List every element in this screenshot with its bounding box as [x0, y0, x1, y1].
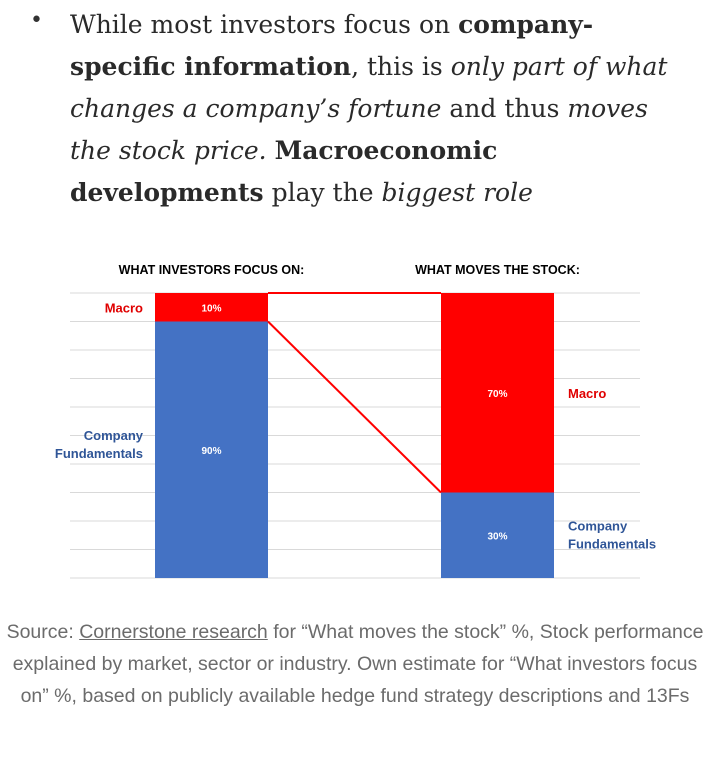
- bar-macro-0: [155, 293, 268, 322]
- bullet-segment-4: and thus: [441, 94, 568, 123]
- caption-prefix: Source:: [6, 621, 80, 643]
- left-label-company: Company Fundamentals: [55, 428, 144, 461]
- bullet-segment-0: While most investors focus on: [70, 10, 459, 39]
- bullet-segment-7: Macroeconomic developments: [70, 136, 498, 207]
- bullet-segment-9: biggest role: [381, 178, 533, 207]
- right-label-company: Company Fundamentals: [568, 518, 656, 551]
- caption-rest: for “What moves the stock” %, Stock perf…: [12, 621, 704, 707]
- bullet-segment-6: [267, 136, 275, 165]
- bar-company-0: [155, 321, 268, 578]
- bar-macro-1: [441, 293, 554, 493]
- bullet-segment-2: , this is: [351, 52, 451, 81]
- data-label-company: 30%: [487, 531, 507, 542]
- bullet-segment-5: moves the stock price.: [70, 94, 648, 165]
- connector-split: [267, 320, 442, 494]
- bullet-segment-3: only part of what changes a company’s fo…: [70, 52, 668, 123]
- category-label: WHAT MOVES THE STOCK:: [415, 263, 580, 277]
- bullet-segment-1: company-specific information: [70, 10, 594, 81]
- data-label-company: 90%: [201, 446, 221, 457]
- right-label-macro: Macro: [568, 386, 606, 401]
- category-label: WHAT INVESTORS FOCUS ON:: [119, 263, 305, 277]
- bars: [155, 293, 554, 578]
- labels: WHAT INVESTORS FOCUS ON: 90% 10% WHAT MOVES…: [55, 263, 656, 551]
- left-label-macro: Macro: [105, 300, 143, 315]
- bullet-segment-8: play the: [263, 178, 382, 207]
- source-caption: Source: Cornerstone research for “What m…: [0, 616, 710, 712]
- bullet-text: While most investors focus on company-sp…: [70, 4, 680, 214]
- cornerstone-research-link[interactable]: Cornerstone research: [79, 621, 268, 643]
- connector-line: [267, 292, 442, 494]
- bullet-dot: •: [30, 8, 43, 33]
- bar-company-1: [441, 492, 554, 578]
- data-label-macro: 10%: [201, 303, 221, 314]
- data-label-macro: 70%: [487, 389, 507, 400]
- stacked-bar-chart: WHAT INVESTORS FOCUS ON: 90% 10% WHAT MOVES…: [55, 263, 656, 579]
